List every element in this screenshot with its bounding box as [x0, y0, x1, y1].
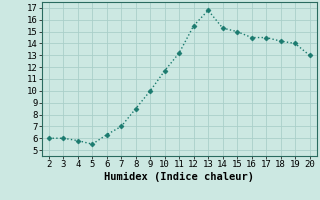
X-axis label: Humidex (Indice chaleur): Humidex (Indice chaleur): [104, 172, 254, 182]
